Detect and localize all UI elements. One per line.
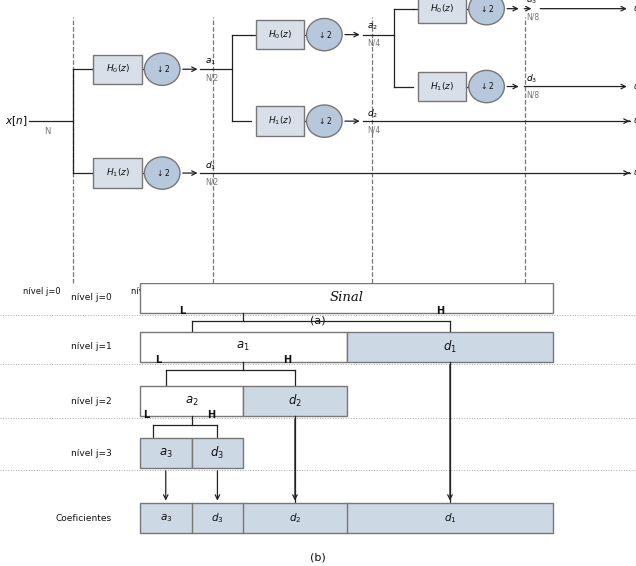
Text: N/4: N/4 bbox=[367, 125, 380, 134]
Bar bbox=[140, 503, 553, 533]
Text: $d_3$: $d_3$ bbox=[211, 445, 225, 461]
Text: $u_2[n]=d_3$: $u_2[n]=d_3$ bbox=[633, 80, 636, 93]
Circle shape bbox=[307, 105, 342, 138]
Text: nível j=1: nível j=1 bbox=[71, 342, 111, 351]
Text: $d_1$: $d_1$ bbox=[443, 339, 457, 355]
Bar bbox=[347, 332, 553, 362]
Text: $u_3[n]=a_3$: $u_3[n]=a_3$ bbox=[633, 2, 636, 15]
Text: $H_1(z)$: $H_1(z)$ bbox=[106, 167, 130, 179]
Bar bbox=[191, 438, 244, 468]
Text: $\downarrow$2: $\downarrow$2 bbox=[317, 115, 332, 126]
Text: $a_2$: $a_2$ bbox=[185, 395, 198, 408]
Text: $a_3$: $a_3$ bbox=[159, 447, 172, 460]
FancyBboxPatch shape bbox=[418, 0, 466, 23]
Text: $a_3$: $a_3$ bbox=[526, 0, 537, 6]
Circle shape bbox=[144, 157, 180, 189]
Text: N/4: N/4 bbox=[367, 38, 380, 48]
Text: N/8: N/8 bbox=[526, 91, 539, 100]
Text: $H_0(z)$: $H_0(z)$ bbox=[106, 63, 130, 75]
Circle shape bbox=[469, 70, 504, 102]
Text: nível j=2: nível j=2 bbox=[277, 287, 315, 296]
Text: N/8: N/8 bbox=[526, 13, 539, 22]
Text: $d_3$: $d_3$ bbox=[526, 73, 537, 85]
Bar bbox=[140, 332, 347, 362]
Text: $H_0(z)$: $H_0(z)$ bbox=[430, 2, 454, 15]
Text: $H_0(z)$: $H_0(z)$ bbox=[268, 28, 292, 41]
Bar bbox=[244, 387, 347, 417]
Text: $d_2$: $d_2$ bbox=[288, 393, 302, 409]
Text: $d_2$: $d_2$ bbox=[289, 512, 301, 525]
Text: N/2: N/2 bbox=[205, 74, 218, 83]
Text: $\downarrow$2: $\downarrow$2 bbox=[479, 3, 494, 14]
Circle shape bbox=[144, 53, 180, 85]
Text: $u_0[n]=d_1$: $u_0[n]=d_1$ bbox=[633, 167, 636, 179]
Bar bbox=[140, 283, 553, 313]
Text: $\downarrow$2: $\downarrow$2 bbox=[479, 80, 494, 92]
Text: H: H bbox=[207, 410, 215, 420]
Text: L: L bbox=[155, 355, 162, 365]
Text: nível j=3: nível j=3 bbox=[71, 449, 111, 457]
FancyBboxPatch shape bbox=[93, 54, 142, 84]
Bar bbox=[140, 387, 244, 417]
Text: Sinal: Sinal bbox=[329, 291, 364, 305]
Text: $d_1$: $d_1$ bbox=[205, 159, 216, 172]
Text: (b): (b) bbox=[310, 553, 326, 563]
Bar bbox=[140, 438, 191, 468]
Text: (a): (a) bbox=[310, 315, 326, 325]
Text: H: H bbox=[436, 306, 445, 316]
Text: nível j=1: nível j=1 bbox=[130, 287, 169, 296]
Text: $d_1$: $d_1$ bbox=[444, 512, 456, 525]
Text: $x[n]$: $x[n]$ bbox=[4, 114, 27, 128]
Text: $H_1(z)$: $H_1(z)$ bbox=[430, 80, 454, 93]
Text: $a_1$: $a_1$ bbox=[205, 57, 216, 67]
Circle shape bbox=[307, 19, 342, 51]
Text: $a_3$: $a_3$ bbox=[160, 512, 172, 524]
Text: $\downarrow$2: $\downarrow$2 bbox=[317, 28, 332, 40]
Text: nível j=0: nível j=0 bbox=[22, 287, 60, 296]
FancyBboxPatch shape bbox=[418, 72, 466, 101]
Text: $a_2$: $a_2$ bbox=[367, 22, 378, 32]
Text: nível j=0: nível j=0 bbox=[71, 293, 111, 302]
Text: N/2: N/2 bbox=[205, 177, 218, 186]
Text: nível j=3: nível j=3 bbox=[432, 287, 471, 296]
Text: $\downarrow$2: $\downarrow$2 bbox=[155, 167, 170, 178]
Text: L: L bbox=[179, 306, 185, 316]
Text: $d_2$: $d_2$ bbox=[367, 108, 378, 120]
Text: $H_1(z)$: $H_1(z)$ bbox=[268, 115, 292, 127]
Text: $u_1[n]=d_2$: $u_1[n]=d_2$ bbox=[633, 115, 636, 127]
Circle shape bbox=[469, 0, 504, 25]
FancyBboxPatch shape bbox=[93, 158, 142, 188]
FancyBboxPatch shape bbox=[256, 106, 304, 136]
Text: $d_3$: $d_3$ bbox=[211, 512, 224, 525]
Text: L: L bbox=[143, 410, 149, 420]
Text: N: N bbox=[45, 127, 51, 136]
Text: $a_1$: $a_1$ bbox=[237, 340, 250, 354]
Text: Coeficientes: Coeficientes bbox=[55, 514, 111, 523]
Text: nível j=2: nível j=2 bbox=[71, 397, 111, 406]
Text: H: H bbox=[283, 355, 291, 365]
FancyBboxPatch shape bbox=[256, 20, 304, 49]
Text: $\downarrow$2: $\downarrow$2 bbox=[155, 63, 170, 74]
